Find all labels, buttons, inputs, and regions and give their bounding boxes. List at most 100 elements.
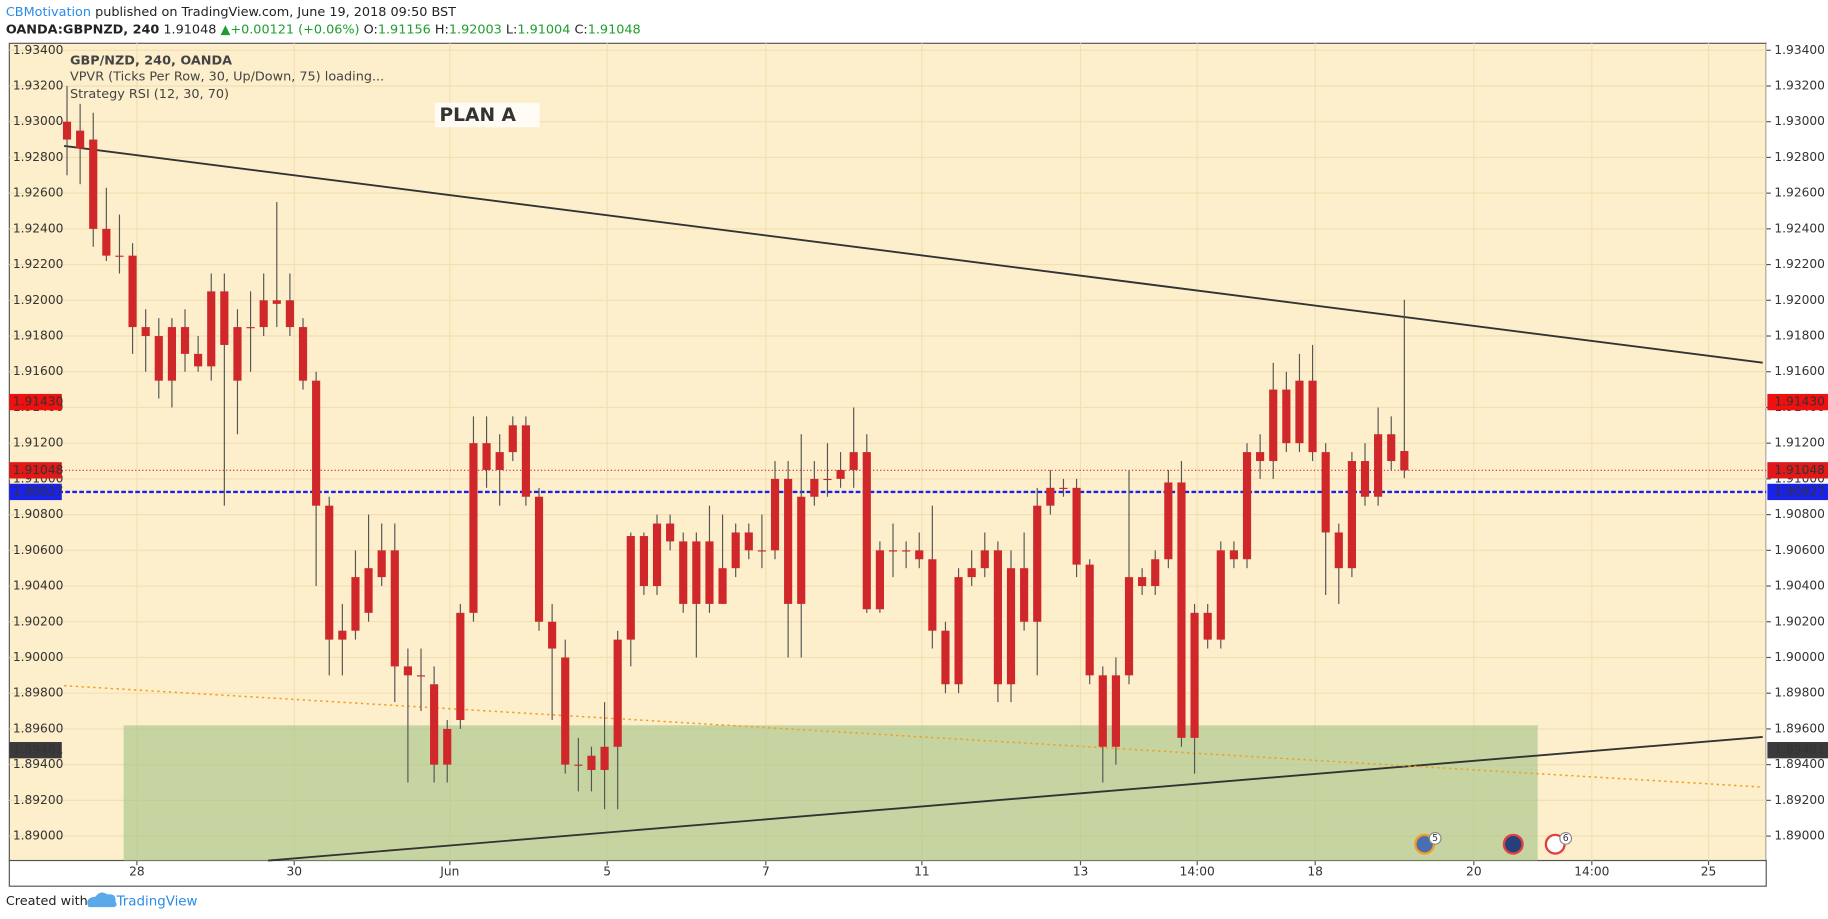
candle-body: [1020, 568, 1029, 622]
price-label-box: [9, 483, 62, 501]
trend-line: [64, 144, 1763, 364]
y-tick-label: 1.90400: [13, 579, 64, 593]
candle-body: [1360, 461, 1370, 497]
footer-created: Created with: [6, 894, 88, 909]
legend-symbol: GBP/NZD, 240, OANDA: [70, 53, 232, 68]
author[interactable]: CBMotivation: [6, 4, 91, 19]
y-tick-label: 1.93400: [13, 43, 64, 57]
candle-body: [521, 425, 530, 497]
candle-body: [351, 577, 360, 631]
x-tick-label: 18: [1307, 865, 1323, 879]
close: 1.91048: [588, 22, 641, 37]
candle-body: [810, 478, 819, 497]
candle-body: [915, 550, 924, 560]
footer-brand[interactable]: TradingView: [116, 894, 198, 909]
candle-body: [1072, 487, 1081, 565]
x-tick-label: 20: [1466, 865, 1482, 879]
candle-body: [220, 291, 229, 345]
price-label-box: [9, 742, 62, 759]
trend-line: [268, 736, 1763, 862]
header-line-1: CBMotivation published on TradingView.co…: [6, 4, 456, 19]
candle-body: [416, 675, 426, 677]
candle-body: [1347, 461, 1356, 569]
price-label-box: [9, 462, 62, 479]
candle-body: [1006, 568, 1016, 685]
time-axis: [8, 859, 1767, 887]
candle-body: [1321, 452, 1330, 533]
candle-body: [574, 764, 583, 766]
arrow: ▲: [220, 22, 230, 37]
price-label: 1.90927: [13, 484, 64, 498]
candle-body: [180, 327, 190, 354]
y-tick-label: 1.91200: [1774, 436, 1825, 450]
candle-body: [692, 541, 701, 604]
y-tick-label: 1.89400: [13, 757, 64, 771]
candle-body: [836, 469, 845, 479]
candle-body: [62, 121, 72, 140]
y-tick-label: 1.91800: [1774, 329, 1825, 343]
candle-body: [954, 577, 963, 685]
price-label: 1.91430: [13, 395, 64, 409]
candle-body: [993, 550, 1002, 685]
candle-body: [89, 139, 98, 229]
y-tick-label: 1.90800: [13, 507, 64, 521]
y-tick-label: 1.90600: [13, 543, 64, 557]
candle-body: [508, 425, 517, 453]
candle-body: [534, 496, 544, 622]
x-tick-label: 5: [603, 865, 611, 879]
dotted-line: [64, 684, 1763, 788]
y-tick-label: 1.92000: [1774, 293, 1825, 307]
y-tick-label: 1.93400: [1774, 43, 1825, 57]
candle-body: [1111, 675, 1120, 747]
legend-strategy: Strategy RSI (12, 30, 70): [70, 87, 229, 102]
candle-body: [718, 568, 727, 604]
candle-body: [613, 639, 622, 747]
y-tick-label: 1.92600: [13, 186, 64, 200]
candle-body: [128, 255, 137, 328]
candle-body: [626, 536, 635, 640]
candle-body: [1334, 532, 1343, 569]
candle-body: [102, 228, 111, 256]
candle-body: [233, 327, 242, 381]
y-tick-label: 1.90600: [1774, 543, 1825, 557]
x-tick-label: 25: [1701, 865, 1717, 879]
event-badge: [1428, 831, 1442, 845]
y-tick-label: 1.89000: [1774, 829, 1825, 843]
candle-body: [587, 755, 596, 770]
zone: [123, 725, 1538, 861]
y-tick-label: 1.92000: [13, 293, 64, 307]
candle-body: [456, 612, 465, 720]
event-icon[interactable]: [1502, 833, 1524, 855]
logo[interactable]: [87, 892, 117, 908]
x-tick-label: 11: [914, 865, 930, 879]
y-tick-label: 1.92600: [1774, 186, 1825, 200]
candle-body: [1164, 482, 1173, 560]
candle-body: [246, 327, 255, 329]
candle-body: [207, 291, 216, 367]
x-tick-label: Jun: [439, 865, 459, 879]
candle-body: [1308, 380, 1317, 453]
candle-body: [430, 684, 439, 765]
candle-body: [757, 550, 766, 552]
y-tick-label: 1.90000: [1774, 650, 1825, 664]
candle-body: [482, 443, 491, 470]
price-label-box: [9, 393, 62, 411]
candle-body: [902, 550, 911, 552]
candles: [9, 85, 1767, 810]
candle-body: [495, 452, 504, 470]
y-tick-label: 1.90200: [1774, 614, 1825, 628]
price-label: 1.90927: [1774, 484, 1825, 498]
x-tick-label: 7: [762, 865, 770, 879]
y-tick-label: 1.89400: [1774, 757, 1825, 771]
high-label: H:: [435, 22, 449, 37]
price-label-box: [1767, 742, 1828, 759]
candle-body: [744, 532, 753, 551]
candle-body: [1098, 675, 1107, 747]
y-tick-label: 1.92400: [13, 221, 64, 235]
y-tick-label: 1.89600: [13, 721, 64, 735]
candle-body: [823, 478, 832, 481]
y-tick-label: 1.92200: [1774, 257, 1825, 271]
y-tick-label: 1.90200: [13, 614, 64, 628]
candle-body: [1203, 612, 1212, 640]
